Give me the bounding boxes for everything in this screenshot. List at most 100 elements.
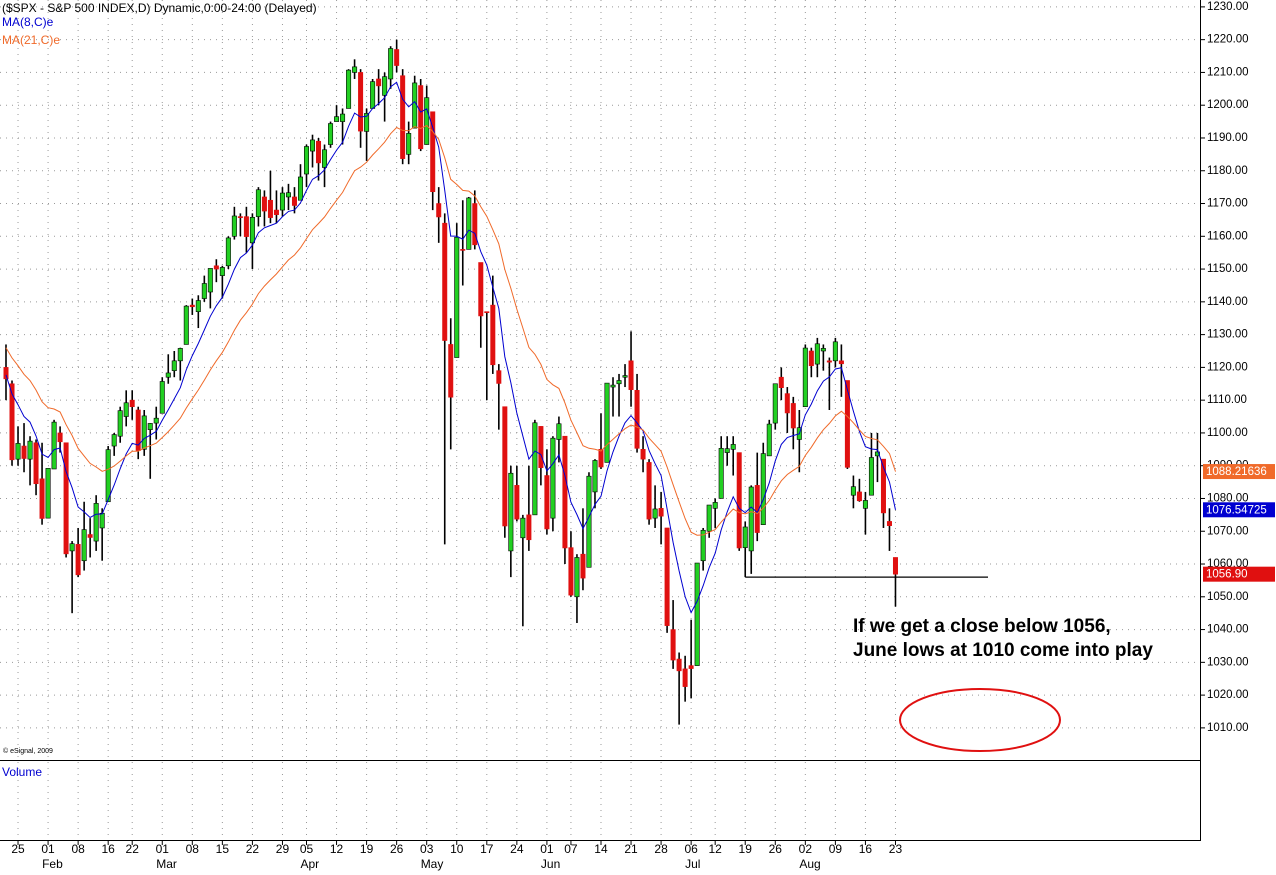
candle-body bbox=[556, 423, 562, 440]
annotation: June lows at 1010 come into play bbox=[853, 640, 1153, 661]
volume-label: Volume bbox=[2, 765, 42, 779]
y-tick-label: 1120.00 bbox=[1207, 361, 1248, 373]
candle-body bbox=[279, 192, 285, 211]
candle-body bbox=[147, 423, 153, 430]
candle-body bbox=[532, 422, 538, 516]
month-label: Jul bbox=[685, 857, 700, 871]
annotation: If we get a close below 1056, bbox=[853, 616, 1111, 637]
candle-body bbox=[45, 468, 51, 519]
last-value-label: 1076.54725 bbox=[1206, 504, 1267, 516]
candle-body bbox=[484, 311, 490, 313]
candle-body bbox=[802, 347, 808, 408]
candle-body bbox=[111, 434, 117, 447]
x-tick-label: 24 bbox=[510, 842, 524, 856]
y-tick-label: 1200.00 bbox=[1207, 99, 1249, 111]
copyright: © eSignal, 2009 bbox=[3, 747, 53, 755]
x-tick-label: 15 bbox=[216, 842, 230, 856]
candle-body bbox=[604, 382, 610, 463]
candle-body bbox=[886, 521, 892, 526]
x-tick-label: 25 bbox=[11, 842, 25, 856]
candle-body bbox=[117, 410, 123, 437]
candle-body bbox=[328, 123, 334, 145]
x-tick-label: 03 bbox=[420, 842, 434, 856]
candle-body bbox=[508, 472, 514, 552]
candle-body bbox=[466, 197, 472, 250]
candle-body bbox=[640, 449, 646, 460]
candle-body bbox=[880, 458, 886, 514]
candle-body bbox=[628, 360, 634, 390]
month-label: Feb bbox=[42, 857, 63, 871]
x-tick-label: 28 bbox=[654, 842, 668, 856]
x-tick-label: 14 bbox=[594, 842, 608, 856]
candle-body bbox=[15, 443, 21, 460]
x-tick-label: 22 bbox=[126, 842, 140, 856]
y-tick-label: 1180.00 bbox=[1207, 165, 1248, 177]
candle-body bbox=[207, 268, 213, 293]
candle-body bbox=[544, 475, 550, 530]
candle-body bbox=[718, 448, 724, 499]
candle-body bbox=[219, 267, 225, 276]
candle-body bbox=[21, 445, 27, 459]
x-tick-label: 10 bbox=[450, 842, 464, 856]
candle-body bbox=[496, 370, 502, 384]
candle-body bbox=[442, 222, 448, 341]
candle-body bbox=[3, 367, 9, 380]
x-tick-label: 12 bbox=[330, 842, 344, 856]
candle-body bbox=[418, 85, 424, 150]
candle-body bbox=[610, 384, 616, 388]
candle-body bbox=[225, 237, 231, 267]
candle-body bbox=[616, 380, 622, 385]
candle-body bbox=[177, 348, 183, 362]
x-tick-label: 09 bbox=[829, 842, 843, 856]
candle-body bbox=[688, 665, 694, 669]
candle-body bbox=[820, 348, 826, 352]
month-label: Apr bbox=[301, 857, 320, 871]
y-tick-label: 1100.00 bbox=[1207, 427, 1248, 439]
candle-body bbox=[195, 300, 201, 312]
candle-body bbox=[586, 475, 592, 568]
last-value-box bbox=[1203, 464, 1275, 480]
x-tick-label: 02 bbox=[799, 842, 813, 856]
y-tick-label: 1140.00 bbox=[1207, 296, 1248, 308]
candle-body bbox=[664, 527, 670, 626]
candle-body bbox=[388, 48, 394, 80]
candle-body bbox=[862, 500, 868, 509]
candle-body bbox=[267, 199, 273, 218]
candle-body bbox=[724, 448, 730, 453]
x-tick-label: 06 bbox=[684, 842, 698, 856]
ma-line bbox=[5, 124, 896, 536]
y-tick-label: 1070.00 bbox=[1207, 525, 1249, 537]
candle-body bbox=[231, 215, 237, 237]
candle-body bbox=[424, 97, 430, 145]
candle-body bbox=[237, 216, 243, 218]
candle-body bbox=[766, 423, 772, 457]
candle-body bbox=[460, 249, 466, 251]
candle-body bbox=[358, 72, 364, 132]
x-tick-label: 01 bbox=[156, 842, 170, 856]
y-tick-label: 1040.00 bbox=[1207, 624, 1249, 636]
candle-body bbox=[63, 442, 69, 555]
candle-body bbox=[772, 383, 778, 424]
candle-body bbox=[502, 406, 508, 527]
candle-body bbox=[490, 304, 496, 366]
x-tick-label: 19 bbox=[360, 842, 374, 856]
candle-body bbox=[598, 449, 604, 468]
last-value-box bbox=[1203, 566, 1275, 582]
candle-body bbox=[159, 381, 165, 414]
y-tick-label: 1050.00 bbox=[1207, 591, 1249, 603]
candle-body bbox=[622, 375, 628, 378]
candle-body bbox=[93, 503, 99, 542]
candle-body bbox=[568, 547, 574, 596]
candle-body bbox=[213, 265, 219, 270]
candle-body bbox=[736, 452, 742, 549]
candle-body bbox=[748, 486, 754, 552]
candle-body bbox=[183, 305, 189, 345]
candle-body bbox=[592, 460, 598, 493]
candle-body bbox=[285, 192, 291, 198]
candle-body bbox=[334, 116, 340, 122]
x-tick-label: 08 bbox=[186, 842, 200, 856]
x-tick-label: 07 bbox=[564, 842, 578, 856]
candle-body bbox=[472, 203, 478, 246]
candle-body bbox=[364, 113, 370, 132]
